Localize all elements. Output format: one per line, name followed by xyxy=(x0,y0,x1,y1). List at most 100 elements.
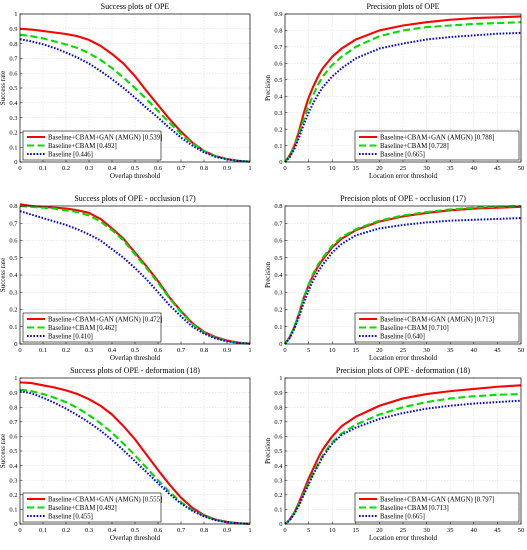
legend-box xyxy=(22,312,162,343)
x-tick-label: 0.8 xyxy=(200,527,208,534)
y-tick-label: 0 xyxy=(279,159,282,166)
y-tick-label: 0.7 xyxy=(9,220,18,227)
legend: Baseline+CBAM+GAN (AMGN) [0.797] Baseline… xyxy=(354,492,520,523)
plot-frame xyxy=(284,13,522,163)
x-tick-label: 0.1 xyxy=(39,165,47,172)
x-tick-label: 10 xyxy=(329,347,336,354)
y-tick-label: 0.3 xyxy=(274,289,282,296)
chart-title: Precision plots of OPE - deformation (18… xyxy=(336,366,471,375)
x-tick-label: 0.2 xyxy=(62,347,70,354)
y-tick-label: 0.4 xyxy=(9,100,18,107)
y-tick-label: 0.3 xyxy=(274,477,282,484)
x-tick-label: 0.2 xyxy=(62,165,70,172)
y-tick-label: 0.8 xyxy=(9,41,17,48)
y-tick-label: 0.1 xyxy=(9,144,17,151)
y-tick-label: 0.2 xyxy=(9,492,17,499)
legend: Baseline+CBAM+GAN (AMGN) [0.555] Baseline… xyxy=(22,492,162,523)
y-tick-label: 0.2 xyxy=(274,307,282,314)
x-tick-label: 0.4 xyxy=(108,347,117,354)
x-tick-label: 40 xyxy=(471,165,478,172)
y-tick-label: 0.8 xyxy=(9,203,17,210)
legend-entry: Baseline+CBAM+GAN (AMGN) [0.472] xyxy=(48,316,162,323)
x-tick-label: 0.4 xyxy=(108,527,117,534)
x-tick-label: 40 xyxy=(471,347,478,354)
plot-frame xyxy=(19,377,251,525)
x-tick-label: 45 xyxy=(494,527,501,534)
y-tick-label: 1 xyxy=(279,375,282,382)
y-tick-label: 0.1 xyxy=(9,507,17,514)
y-axis-label: Precision xyxy=(264,261,272,288)
series-line xyxy=(19,33,251,163)
series-line xyxy=(284,393,522,525)
legend-box xyxy=(22,492,162,523)
x-tick-label: 15 xyxy=(353,165,360,172)
y-tick-label: 0.5 xyxy=(274,77,282,84)
y-tick-label: 0.7 xyxy=(9,419,18,426)
y-tick-label: 0.1 xyxy=(9,324,17,331)
chart-panel: Success plots of OPE 0 0.1 0.2 0.3 0.4 0.5 0.6 0… xyxy=(0,2,252,180)
y-tick-label: 0.3 xyxy=(274,110,282,117)
x-tick-label: 0 xyxy=(283,527,286,534)
y-tick-label: 0.4 xyxy=(274,272,283,279)
legend-entry: Baseline+CBAM [0.492] xyxy=(48,143,117,150)
y-tick-label: 0.6 xyxy=(274,61,283,68)
legend-box xyxy=(354,312,520,343)
x-tick-label: 0.4 xyxy=(108,165,117,172)
legend-entry: Baseline+CBAM [0.710] xyxy=(380,325,449,332)
y-axis-label: Success rate xyxy=(0,434,7,468)
x-tick-label: 30 xyxy=(423,527,430,534)
y-tick-label: 0.6 xyxy=(9,238,18,245)
x-tick-label: 0.6 xyxy=(154,165,163,172)
legend-entry: Baseline+CBAM [0.713] xyxy=(380,505,449,512)
series-line xyxy=(19,38,251,163)
y-tick-label: 0.6 xyxy=(9,70,18,77)
x-tick-label: 10 xyxy=(329,527,336,534)
x-tick-label: 5 xyxy=(307,527,310,534)
y-tick-label: 0.3 xyxy=(9,477,17,484)
legend-entry: Baseline [0.640] xyxy=(380,333,425,340)
y-tick-label: 0.2 xyxy=(9,130,17,137)
x-tick-label: 15 xyxy=(353,347,360,354)
legend: Baseline+CBAM+GAN (AMGN) [0.788] Baseline… xyxy=(354,130,520,161)
x-axis-label: Location error threshold xyxy=(369,534,438,542)
series-line xyxy=(19,210,251,345)
legend-box xyxy=(354,130,520,161)
x-tick-label: 35 xyxy=(447,347,454,354)
x-tick-label: 45 xyxy=(494,347,501,354)
x-tick-label: 30 xyxy=(423,165,430,172)
y-tick-label: 0.6 xyxy=(274,434,283,441)
legend-entry: Baseline+CBAM [0.462] xyxy=(48,325,117,332)
y-tick-label: 0.5 xyxy=(274,255,282,262)
x-tick-label: 0.8 xyxy=(200,347,208,354)
y-tick-label: 0.9 xyxy=(9,390,17,397)
x-tick-label: 20 xyxy=(376,347,383,354)
chart-panel: Precision plots of OPE - deformation (18… xyxy=(264,366,524,542)
plot-frame xyxy=(284,377,522,525)
x-tick-label: 30 xyxy=(423,347,430,354)
y-tick-label: 0 xyxy=(279,521,282,528)
plot-frame xyxy=(284,205,522,345)
chart-panel: Precision plots of OPE - occlusion (17) 0… xyxy=(264,194,524,362)
x-tick-label: 25 xyxy=(400,165,407,172)
chart-title: Success plots of OPE - deformation (18) xyxy=(70,366,200,375)
x-tick-label: 25 xyxy=(400,527,407,534)
x-axis-label: Overlap threshold xyxy=(110,172,161,180)
x-tick-label: 0.5 xyxy=(131,165,139,172)
x-tick-label: 1 xyxy=(248,347,251,354)
legend-entry: Baseline+CBAM+GAN (AMGN) [0.788] xyxy=(380,134,494,141)
x-tick-label: 0 xyxy=(18,527,21,534)
chart-panel: Success plots of OPE - occlusion (17) 0 0.… xyxy=(0,194,252,362)
y-tick-label: 0.3 xyxy=(9,289,17,296)
y-tick-label: 0.2 xyxy=(9,307,17,314)
legend: Baseline+CBAM+GAN (AMGN) [0.539] Baseline… xyxy=(22,130,162,161)
y-tick-label: 0.8 xyxy=(274,28,282,35)
x-tick-label: 15 xyxy=(353,527,360,534)
x-tick-label: 20 xyxy=(376,527,383,534)
y-tick-label: 0.8 xyxy=(9,404,17,411)
legend-box xyxy=(22,130,162,161)
legend-entry: Baseline+CBAM+GAN (AMGN) [0.555] xyxy=(48,496,162,503)
chart-title: Precision plots of OPE - occlusion (17) xyxy=(340,194,466,203)
legend-entry: Baseline [0.455] xyxy=(48,513,93,520)
legend-entry: Baseline+CBAM+GAN (AMGN) [0.539] xyxy=(48,134,162,141)
y-tick-label: 0.4 xyxy=(9,272,18,279)
